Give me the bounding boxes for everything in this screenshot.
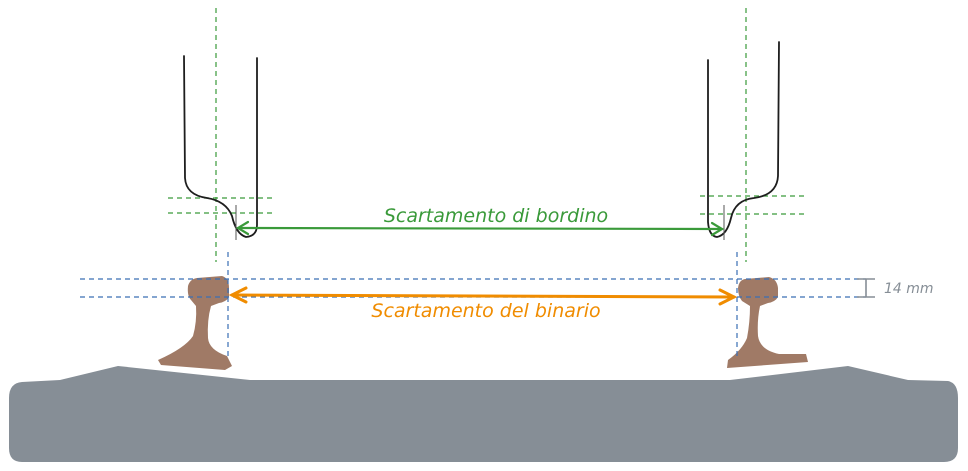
head-depth-label: 14 mm bbox=[884, 281, 934, 297]
flange-markers bbox=[235, 205, 725, 240]
ballast-bed bbox=[9, 366, 958, 462]
head-depth-bracket bbox=[857, 278, 875, 298]
left-wheel bbox=[183, 55, 258, 238]
flange-gauge-label: Scartamento di bordino bbox=[384, 205, 608, 227]
right-rail bbox=[727, 277, 808, 368]
right-wheel bbox=[707, 41, 780, 238]
flange-gauge-arrow bbox=[235, 220, 725, 237]
left-rail bbox=[158, 276, 232, 370]
track-gauge-label: Scartamento del binario bbox=[371, 300, 600, 322]
flange-guides bbox=[168, 8, 806, 262]
rail-head-guides bbox=[80, 252, 866, 356]
track-gauge-arrow bbox=[228, 286, 738, 306]
